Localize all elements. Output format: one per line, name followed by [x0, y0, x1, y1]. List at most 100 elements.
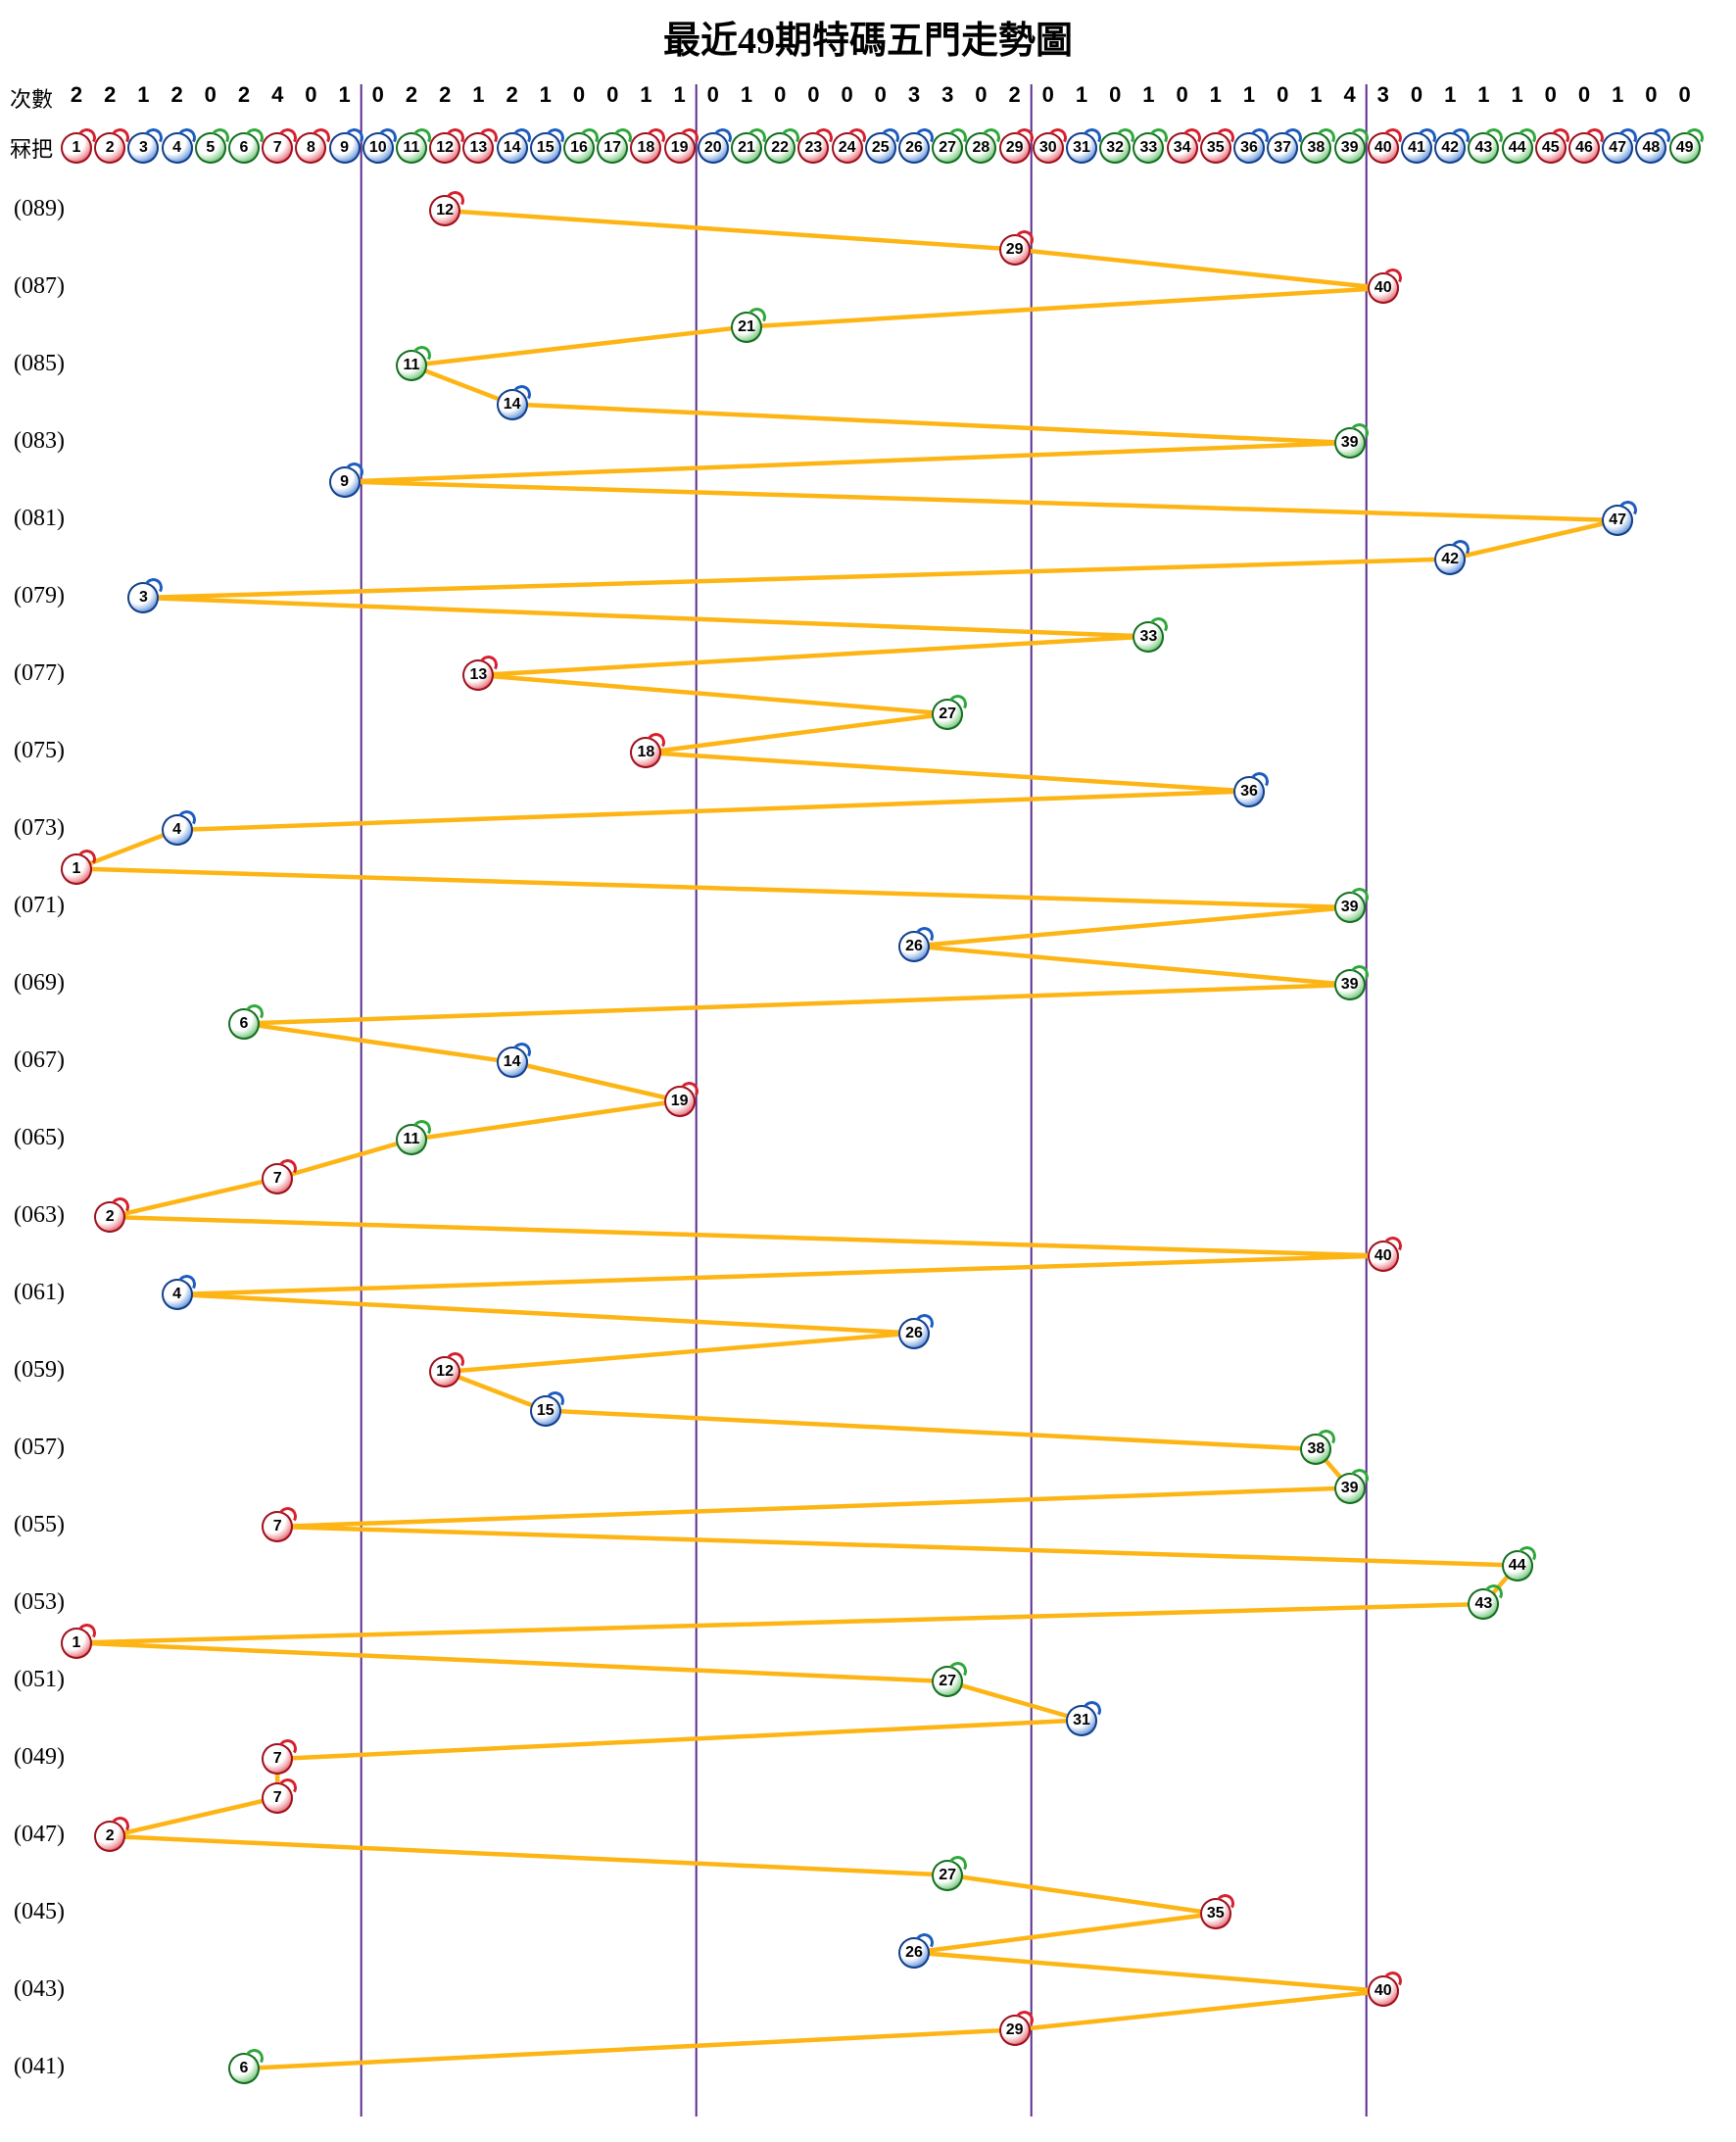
ball-number: 30: [1038, 139, 1057, 156]
count-cell: 0: [1544, 82, 1557, 107]
ball-number: 25: [871, 139, 890, 156]
count-cell: 0: [706, 82, 719, 107]
count-cell: 1: [539, 82, 552, 107]
count-cell: 3: [941, 82, 954, 107]
ball-number: 19: [670, 1092, 689, 1109]
count-cell: 2: [439, 82, 452, 107]
ball-number: 18: [637, 139, 655, 156]
data-ball: 7: [262, 1511, 294, 1542]
count-cell: 0: [1176, 82, 1188, 107]
count-cell: 1: [1242, 82, 1256, 107]
ball-number: 5: [206, 139, 216, 156]
data-ball: 1: [61, 1627, 92, 1659]
ball-number: 13: [469, 139, 488, 156]
ball-number: 47: [1609, 511, 1627, 528]
header-ball: 1: [61, 132, 92, 164]
header-ball: 44: [1501, 132, 1533, 164]
period-label: (041): [14, 2054, 65, 2079]
period-label: (049): [14, 1744, 65, 1770]
data-ball: 11: [396, 1124, 427, 1155]
header-ball: 39: [1333, 132, 1366, 164]
header-ball: 31: [1066, 132, 1097, 164]
ball-number: 2: [105, 1208, 115, 1225]
count-cell: 0: [841, 82, 853, 107]
ball-number: 36: [1240, 782, 1258, 800]
count-cell: 0: [1577, 82, 1591, 107]
ball-number: 36: [1240, 139, 1258, 156]
ball-number: 39: [1340, 139, 1359, 156]
count-cell: 4: [271, 82, 284, 107]
count-cell: 0: [305, 82, 317, 107]
data-ball: 43: [1468, 1588, 1500, 1620]
ball-number: 17: [603, 139, 622, 156]
count-cell: 3: [907, 82, 921, 107]
data-ball: 38: [1300, 1434, 1332, 1465]
header-ball: 49: [1668, 132, 1701, 164]
count-cell: 1: [338, 82, 351, 107]
count-cell: 2: [237, 82, 251, 107]
header-ball: 42: [1434, 132, 1467, 164]
data-ball: 33: [1133, 620, 1165, 653]
period-label: (083): [14, 428, 65, 454]
count-cell: 2: [506, 82, 518, 107]
ball-number: 48: [1642, 139, 1661, 156]
data-ball: 13: [462, 659, 495, 691]
ball-number: 3: [138, 139, 148, 156]
data-ball: 3: [127, 582, 160, 613]
data-ball: 18: [630, 737, 662, 768]
ball-number: 27: [939, 705, 957, 722]
header-ball: 29: [998, 132, 1031, 164]
ball-number: 12: [436, 1363, 455, 1380]
ball-number: 11: [403, 1131, 420, 1147]
count-cell: 1: [1209, 82, 1222, 107]
ball-number: 29: [1005, 240, 1024, 258]
period-label: (081): [14, 506, 65, 531]
header-ball: 41: [1401, 132, 1432, 164]
ball-number: 15: [536, 1401, 555, 1419]
ball-number: 11: [403, 139, 420, 156]
ball-number: 42: [1441, 550, 1460, 567]
ball-number: 44: [1508, 139, 1526, 156]
data-ball: 9: [328, 465, 361, 498]
count-cell: 0: [874, 82, 887, 107]
header-ball: 38: [1300, 132, 1332, 164]
data-ball: 6: [228, 2053, 260, 2084]
count-cell: 1: [673, 82, 686, 107]
ball-number: 23: [804, 139, 823, 156]
ball-number: 19: [670, 139, 689, 156]
header-ball: 11: [396, 132, 427, 164]
header-ball: 46: [1568, 132, 1600, 164]
ball-number: 1: [72, 859, 81, 877]
ball-number: 7: [272, 1518, 282, 1534]
header-ball: 9: [328, 132, 361, 164]
data-ball: 40: [1367, 1975, 1399, 2007]
count-cell: 1: [640, 82, 652, 107]
data-ball: 26: [898, 1936, 930, 1969]
data-ball: 29: [998, 2014, 1031, 2046]
count-cell: 0: [204, 82, 217, 107]
data-ball: 15: [529, 1394, 561, 1427]
header-ball: 14: [496, 132, 528, 164]
ball-number: 35: [1206, 139, 1225, 156]
data-ball: 2: [94, 1821, 126, 1852]
header-ball: 2: [94, 132, 126, 164]
header-ball: 12: [429, 132, 461, 164]
header-ball: 10: [362, 132, 394, 164]
ball-number: 7: [272, 1788, 282, 1806]
count-cell: 1: [1511, 82, 1523, 107]
ball-number: 27: [939, 139, 957, 156]
header-ball: 19: [663, 132, 696, 164]
ball-number: 22: [771, 139, 790, 156]
header-ball: 6: [228, 132, 260, 164]
period-label: (051): [14, 1667, 65, 1692]
data-ball: 40: [1367, 272, 1399, 304]
count-cell: 0: [1109, 82, 1122, 107]
data-ball: 14: [496, 388, 528, 420]
ball-number: 4: [172, 1286, 182, 1302]
ball-number: 7: [272, 139, 282, 156]
period-label: (043): [14, 1976, 65, 2002]
header-ball: 47: [1602, 132, 1634, 164]
period-label: (087): [14, 273, 65, 299]
data-ball: 47: [1602, 505, 1634, 536]
